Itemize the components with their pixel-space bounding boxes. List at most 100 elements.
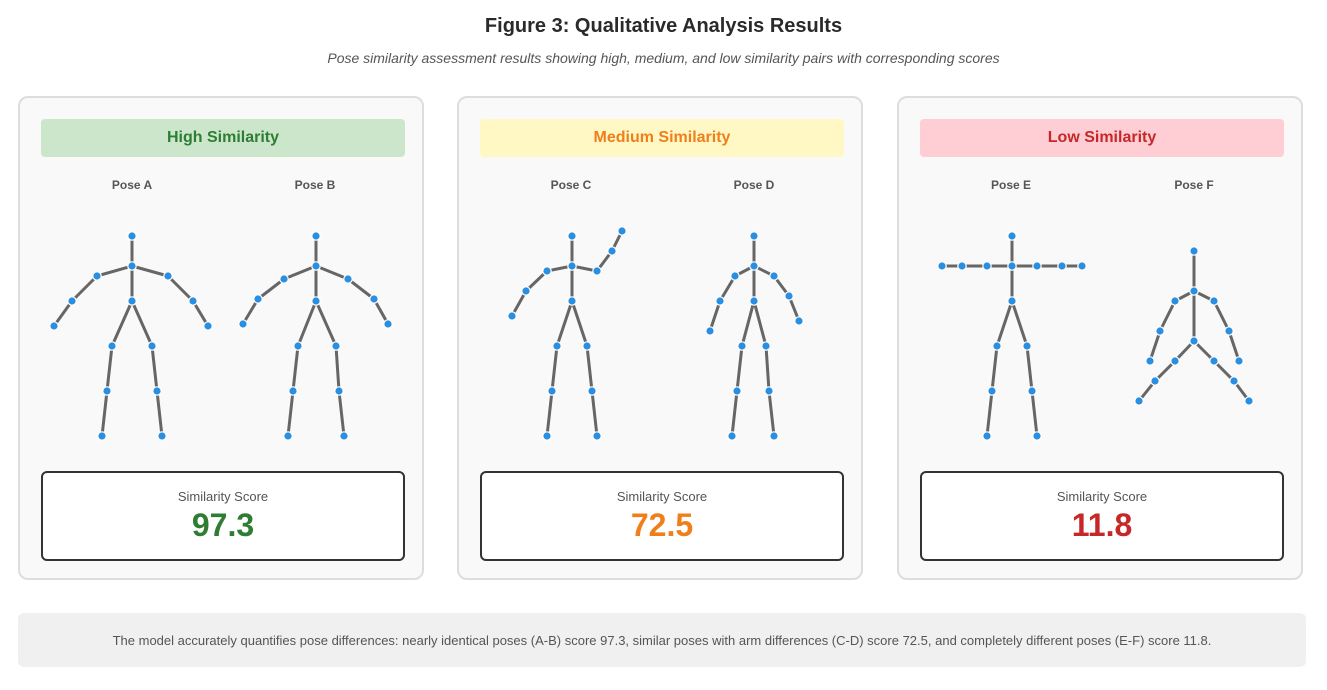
high-similarity-panel: High Similarity Pose A Pose B Similarity… (18, 96, 424, 580)
skeleton-joint (764, 386, 774, 396)
skeleton-bone (166, 274, 195, 303)
skeleton-joint (1077, 261, 1087, 271)
skeleton-bone (314, 299, 338, 348)
pose-c-label: Pose C (550, 178, 592, 192)
skeleton-joint (957, 261, 967, 271)
skeleton-joint (761, 341, 771, 351)
skeleton-joint (163, 271, 173, 281)
skeleton-joint (147, 341, 157, 351)
skeleton-joint (617, 226, 627, 236)
skeleton-bone (155, 389, 164, 438)
skeleton-bone (764, 344, 771, 393)
skeleton-bone (585, 344, 594, 393)
pose-d-label: Pose D (733, 178, 775, 192)
pose-a-label: Pose A (111, 178, 153, 192)
skeleton-bone (346, 277, 376, 301)
skeleton-bone (708, 299, 722, 333)
skeleton-joint (311, 296, 321, 306)
pose-pair-a-b (49, 231, 393, 441)
score-label: Similarity Score (177, 489, 269, 504)
pose-c-skeleton (507, 226, 627, 441)
skeleton-joint (339, 431, 349, 441)
skeleton-bone (1030, 389, 1039, 438)
medium-similarity-header: Medium Similarity (480, 119, 844, 157)
skeleton-joint (1007, 261, 1017, 271)
skeleton-joint (1244, 396, 1254, 406)
skeleton-bone (570, 299, 589, 348)
skeleton-joint (311, 231, 321, 241)
skeleton-joint (1224, 326, 1234, 336)
skeleton-joint (592, 266, 602, 276)
score-label: Similarity Score (1056, 489, 1148, 504)
skeleton-joint (49, 321, 59, 331)
skeleton-bone (105, 344, 114, 393)
low-similarity-panel: Low Similarity Pose E Pose F Similarity … (897, 96, 1303, 580)
skeleton-joint (369, 294, 379, 304)
score-value: 97.3 (191, 507, 255, 543)
pose-d-skeleton (705, 231, 804, 441)
skeleton-joint (1170, 296, 1180, 306)
skeleton-joint (567, 261, 577, 271)
skeleton-bone (291, 344, 300, 393)
skeleton-joint (992, 341, 1002, 351)
skeleton-bone (1158, 299, 1177, 333)
skeleton-bone (752, 299, 768, 348)
skeleton-bone (1212, 299, 1231, 333)
skeleton-bone (100, 389, 109, 438)
skeleton-joint (331, 341, 341, 351)
skeleton-joint (152, 386, 162, 396)
skeleton-joint (982, 431, 992, 441)
skeleton-joint (1189, 246, 1199, 256)
skeleton-joint (127, 231, 137, 241)
skeleton-bone (334, 344, 341, 393)
skeleton-joint (1057, 261, 1067, 271)
score-value: 72.5 (630, 507, 694, 543)
skeleton-joint (293, 341, 303, 351)
skeleton-joint (1189, 286, 1199, 296)
skeleton-joint (343, 274, 353, 284)
low-similarity-header: Low Similarity (920, 119, 1284, 157)
skeleton-joint (1032, 261, 1042, 271)
skeleton-bone (730, 389, 739, 438)
pose-b-skeleton (238, 231, 393, 441)
skeleton-joint (607, 246, 617, 256)
high-similarity-header: High Similarity (41, 119, 405, 157)
skeleton-bone (735, 344, 744, 393)
skeleton-bone (337, 389, 346, 438)
skeleton-bone (985, 389, 994, 438)
skeleton-joint (107, 341, 117, 351)
skeleton-joint (97, 431, 107, 441)
skeleton-joint (749, 296, 759, 306)
skeleton-bone (555, 299, 574, 348)
low-score-box: Similarity Score 11.8 (920, 471, 1284, 561)
skeleton-joint (705, 326, 715, 336)
skeleton-joint (1032, 431, 1042, 441)
skeleton-joint (67, 296, 77, 306)
skeleton-bone (256, 277, 286, 301)
skeleton-joint (521, 286, 531, 296)
skeleton-joint (982, 261, 992, 271)
skeleton-joint (383, 319, 393, 329)
skeleton-joint (157, 431, 167, 441)
skeleton-joint (238, 319, 248, 329)
skeleton-bone (1025, 344, 1034, 393)
pose-f-label: Pose F (1174, 178, 1214, 192)
skeleton-bone (241, 297, 260, 326)
skeleton-bone (314, 264, 350, 281)
skeleton-joint (1155, 326, 1165, 336)
pose-e-label: Pose E (990, 178, 1032, 192)
skeleton-joint (1170, 356, 1180, 366)
skeleton-joint (567, 231, 577, 241)
skeleton-joint (188, 296, 198, 306)
skeleton-joint (730, 271, 740, 281)
skeleton-joint (279, 274, 289, 284)
figure-subtitle: Pose similarity assessment results showi… (327, 50, 1000, 66)
skeleton-joint (1007, 296, 1017, 306)
skeleton-joint (727, 431, 737, 441)
skeleton-joint (587, 386, 597, 396)
skeleton-joint (769, 431, 779, 441)
skeleton-joint (547, 386, 557, 396)
summary-footer: The model accurately quantifies pose dif… (18, 613, 1306, 667)
pose-pair-c-d (507, 226, 804, 441)
skeleton-joint (1134, 396, 1144, 406)
